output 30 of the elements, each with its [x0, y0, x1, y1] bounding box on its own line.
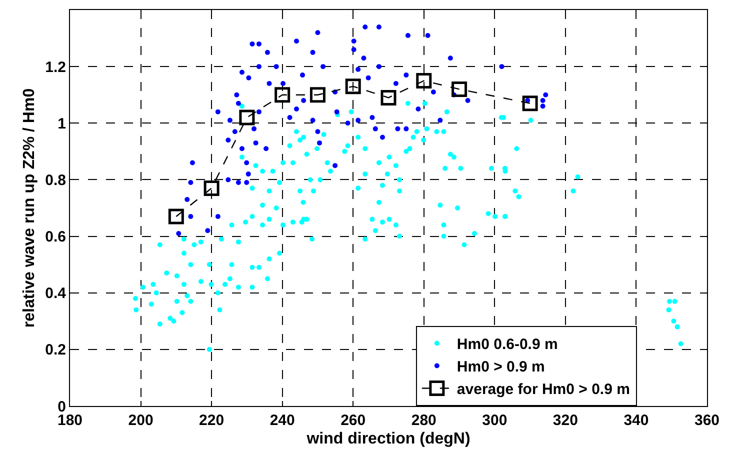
point [452, 81, 468, 97]
point [204, 180, 220, 196]
point [416, 72, 432, 88]
y-tick-label: 0.8 [45, 172, 66, 189]
x-tick-label: 220 [199, 412, 224, 429]
point [239, 110, 255, 126]
x-tick-label: 360 [694, 412, 720, 429]
point [522, 96, 538, 112]
x-tick-label: 320 [552, 412, 578, 429]
point [168, 208, 184, 224]
y-tick-label: 1.2 [45, 58, 66, 76]
x-tick-label: 260 [340, 412, 366, 429]
legend-label: Hm0 0.6-0.9 m [456, 336, 558, 354]
point [310, 87, 326, 103]
x-tick-label: 200 [128, 412, 154, 429]
legend-label: average for Hm0 > 0.9 m [456, 381, 630, 398]
x-tick-label: 340 [624, 412, 649, 429]
y-axis-title: relative wave run up Z2% / Hm0 [21, 88, 38, 328]
point [380, 90, 396, 106]
x-tick-label: 240 [270, 412, 295, 429]
x-axis-title: wind direction (degN) [306, 430, 470, 448]
x-tick-label: 300 [482, 412, 508, 429]
y-tick-label: 0.2 [45, 342, 66, 359]
y-tick-label: 0.6 [45, 228, 66, 246]
point [274, 87, 290, 103]
y-tick-label: 0.4 [45, 285, 67, 302]
legend-label: Hm0 > 0.9 m [456, 358, 545, 376]
y-tick-label: 1 [58, 115, 66, 132]
x-tick-label: 280 [411, 412, 436, 429]
point [345, 78, 361, 94]
